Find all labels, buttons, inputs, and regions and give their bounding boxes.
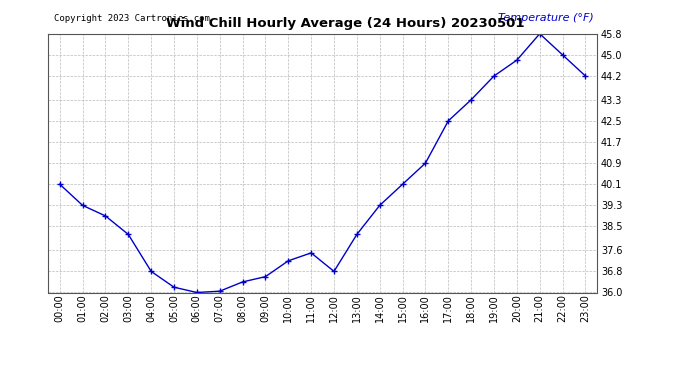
Text: Wind Chill Hourly Average (24 Hours) 20230501: Wind Chill Hourly Average (24 Hours) 202…: [166, 17, 524, 30]
Text: Temperature (°F): Temperature (°F): [498, 13, 594, 23]
Text: Copyright 2023 Cartronics.com: Copyright 2023 Cartronics.com: [54, 14, 210, 23]
